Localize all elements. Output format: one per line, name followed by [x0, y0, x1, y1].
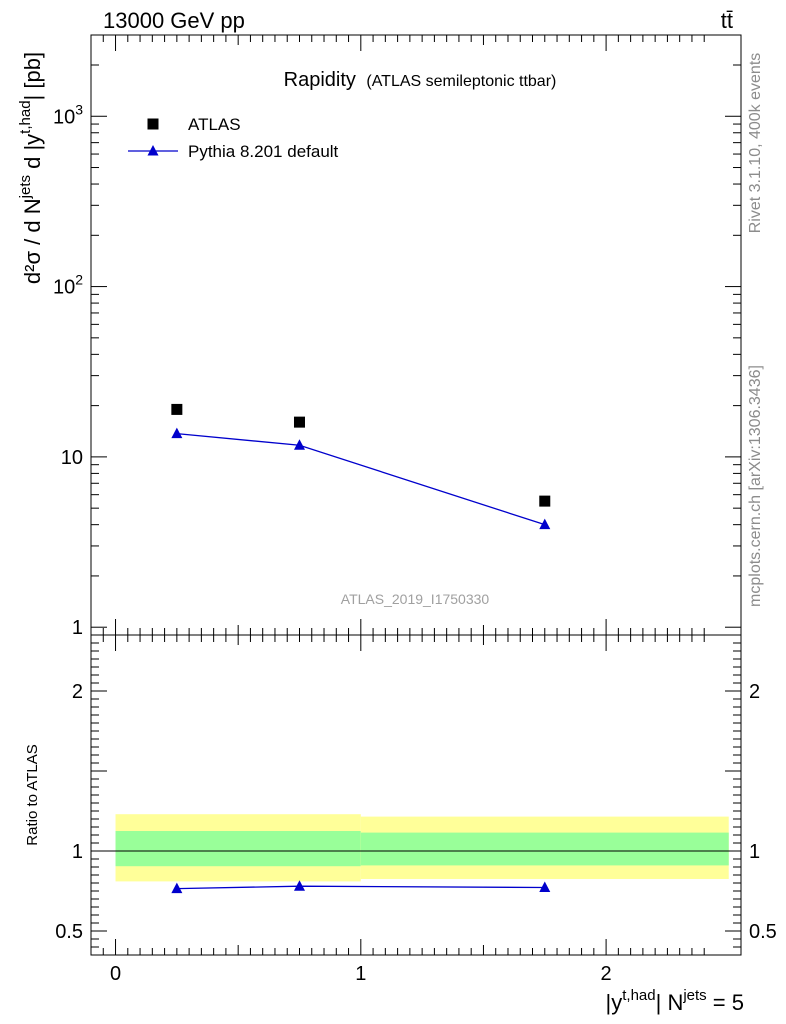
main-y-axis-label: d²σ / d Njets d |yt,had| [pb] — [17, 52, 45, 284]
x-axis-label: |yt,had| Njets = 5 — [606, 987, 744, 1015]
atlas-point — [171, 403, 183, 415]
pythia-point — [171, 427, 183, 439]
pythia-line — [176, 432, 545, 526]
ratio-panel-axes: 0 1 2 0.5 0.5 1 1 2 2 — [55, 634, 777, 985]
x-tick-label: 0 — [110, 963, 121, 985]
legend-pythia-marker — [147, 145, 159, 156]
pythia-ratio-point — [293, 880, 305, 891]
ratio-series-layer — [171, 880, 551, 894]
stat-uncertainty-band — [115, 831, 361, 867]
main-y-tick-label: 10 — [61, 447, 83, 469]
process-label: tt̄ — [721, 8, 733, 33]
legend: ATLAS Pythia 8.201 default — [128, 115, 339, 161]
legend-atlas-label: ATLAS — [188, 115, 241, 134]
main-y-tick-label: 103 — [53, 101, 83, 128]
x-tick-label: 1 — [355, 963, 366, 985]
ratio-frame — [90, 634, 742, 956]
ratio-y-tick-label-left: 2 — [72, 681, 83, 703]
pythia-point — [293, 439, 305, 450]
collision-label: 13000 GeV pp — [103, 8, 245, 33]
chart-subtitle: (ATLAS semileptonic ttbar) — [366, 73, 556, 90]
legend-pythia-label: Pythia 8.201 default — [188, 142, 339, 161]
ratio-y-axis-label: Ratio to ATLAS — [24, 744, 41, 845]
main-series-layer — [171, 403, 551, 530]
ratio-y-tick-label-left: 0.5 — [55, 921, 83, 943]
ratio-y-tick-label-right: 0.5 — [749, 921, 777, 943]
atlas-point — [539, 495, 551, 507]
analysis-watermark: ATLAS_2019_I1750330 — [341, 591, 490, 607]
mcplots-label: mcplots.cern.ch [arXiv:1306.3436] — [747, 365, 764, 607]
ratio-y-tick-label-left: 1 — [72, 841, 83, 863]
pythia-ratio-line — [176, 885, 545, 890]
chart-title-group: Rapidity (ATLAS semileptonic ttbar) — [284, 69, 557, 91]
stat-uncertainty-band — [360, 832, 729, 866]
ratio-uncertainty-bands — [91, 814, 741, 882]
ratio-y-tick-label-right: 1 — [749, 841, 760, 863]
ratio-y-tick-label-right: 2 — [749, 681, 760, 703]
x-tick-label: 2 — [601, 963, 612, 985]
pythia-ratio-point — [171, 882, 183, 894]
rivet-label: Rivet 3.1.10, 400k events — [747, 53, 764, 234]
pythia-ratio-point — [539, 881, 551, 892]
pythia-point — [539, 518, 551, 530]
main-y-tick-label: 102 — [53, 272, 83, 299]
atlas-point — [293, 416, 305, 428]
chart-title: Rapidity — [284, 69, 356, 91]
main-y-tick-label: 1 — [72, 617, 83, 639]
legend-atlas-marker — [147, 118, 159, 130]
